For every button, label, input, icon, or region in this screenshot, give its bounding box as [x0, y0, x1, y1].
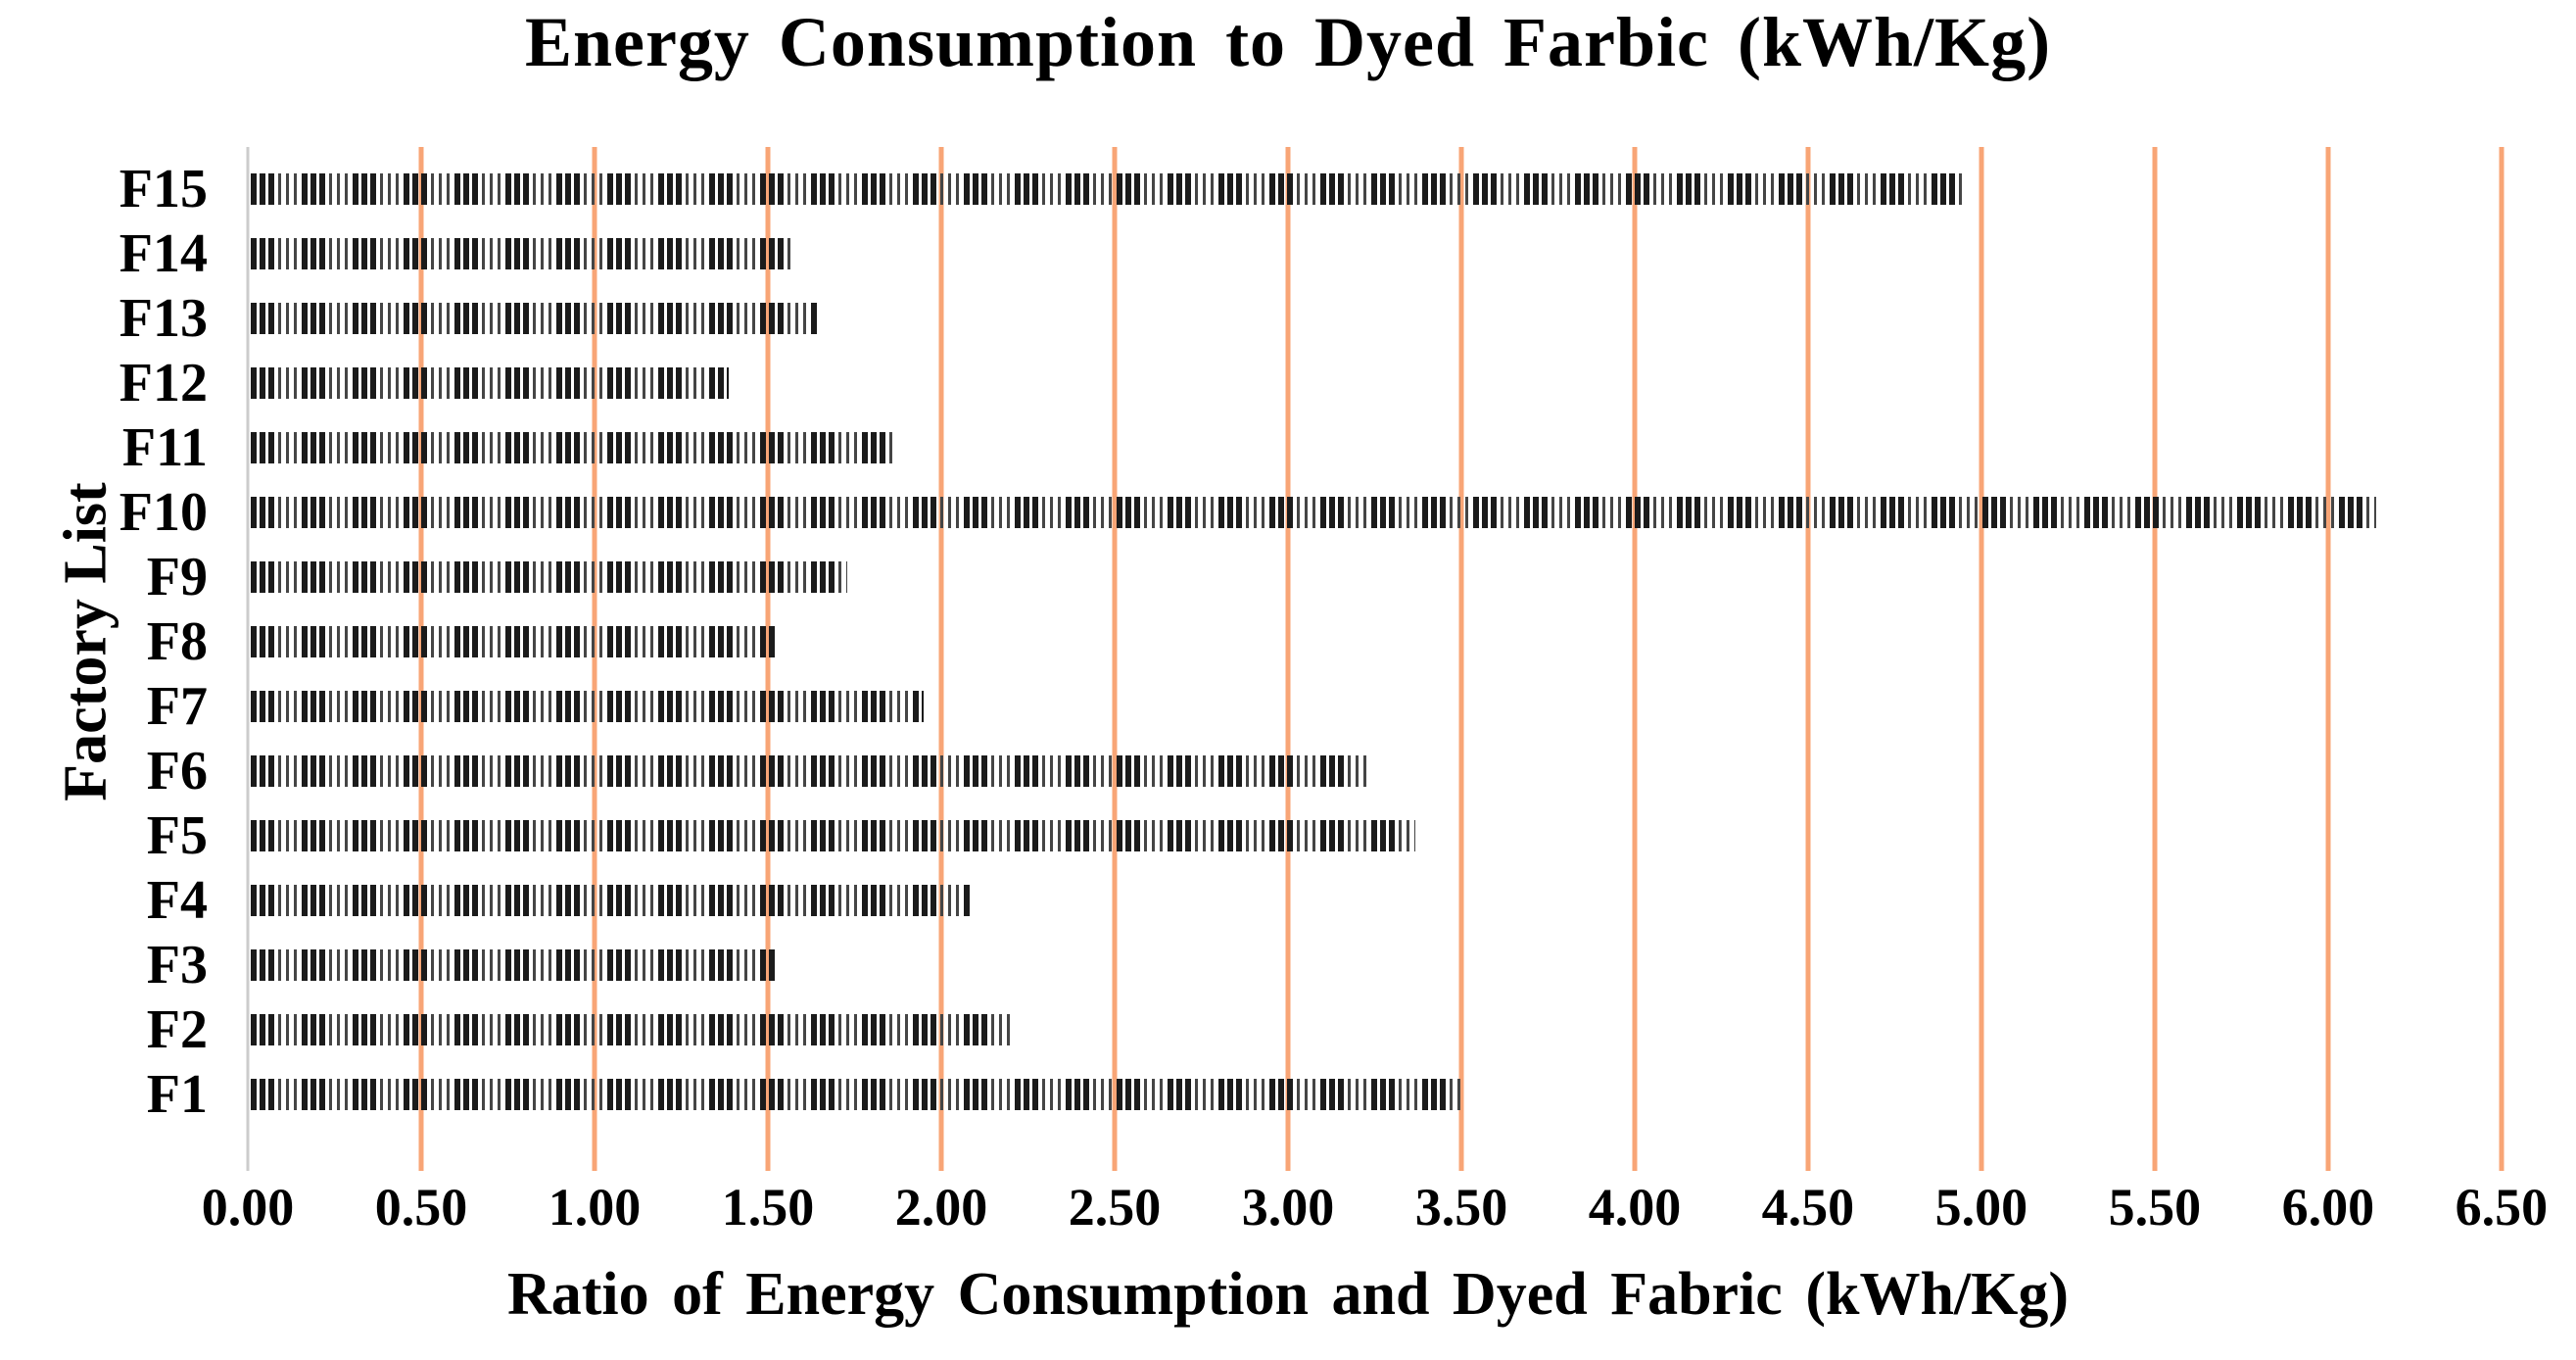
- y-tick-label-F12: F12: [119, 353, 208, 413]
- bar-F13: [251, 303, 820, 334]
- y-tick-label-F7: F7: [146, 676, 208, 737]
- gridline-2.50: [1112, 147, 1118, 1171]
- y-tick-label-F9: F9: [146, 547, 208, 607]
- y-tick-label-F6: F6: [146, 741, 208, 801]
- y-tick-label-F2: F2: [146, 999, 208, 1060]
- bar-F2: [251, 1014, 1011, 1045]
- x-tick-label-5.00: 5.00: [1934, 1178, 2028, 1237]
- bar-F8: [251, 626, 775, 657]
- bar-F5: [251, 820, 1416, 851]
- bar-F12: [251, 367, 730, 399]
- gridline-5.00: [1979, 147, 1984, 1171]
- chart-title: Energy Consumption to Dyed Farbic (kWh/K…: [524, 3, 2052, 81]
- bar-F4: [251, 885, 973, 916]
- bar-F6: [251, 755, 1371, 787]
- bars-container: [248, 147, 2553, 1137]
- x-tick-label-6.50: 6.50: [2455, 1178, 2549, 1237]
- bar-row-F1: [248, 1062, 2553, 1127]
- x-tick-label-2.00: 2.00: [894, 1178, 988, 1237]
- bar-F3: [251, 949, 775, 981]
- x-tick-label-1.50: 1.50: [721, 1178, 815, 1237]
- x-tick-label-4.50: 4.50: [1761, 1178, 1855, 1237]
- bar-row-F5: [248, 803, 2553, 868]
- bar-F1: [251, 1079, 1461, 1110]
- gridline-6.50: [2499, 147, 2504, 1171]
- gridline-2.00: [938, 147, 944, 1171]
- x-axis-tick-labels: 0.00 0.50 1.00 1.50 2.00 2.50 3.00 3.50 4.00 4.50…: [202, 1178, 2553, 1241]
- y-tick-label-F1: F1: [146, 1064, 208, 1125]
- y-tick-label-F8: F8: [146, 611, 208, 672]
- gridline-4.50: [1805, 147, 1811, 1171]
- gridline-1.00: [592, 147, 597, 1171]
- bar-row-F12: [248, 351, 2553, 415]
- bar-row-F7: [248, 674, 2553, 739]
- bar-row-F9: [248, 545, 2553, 609]
- gridline-1.50: [765, 147, 771, 1171]
- bar-F14: [251, 238, 792, 269]
- bar-row-F15: [248, 157, 2553, 221]
- y-tick-label-F14: F14: [119, 223, 208, 284]
- bar-F7: [251, 691, 924, 722]
- y-tick-label-F4: F4: [146, 870, 208, 931]
- bar-row-F11: [248, 415, 2553, 480]
- y-axis-line: [246, 147, 250, 1171]
- gridline-0.50: [418, 147, 424, 1171]
- x-tick-label-6.00: 6.00: [2281, 1178, 2375, 1237]
- x-tick-label-2.50: 2.50: [1068, 1178, 1162, 1237]
- gridline-5.50: [2152, 147, 2158, 1171]
- bar-F15: [251, 173, 1964, 205]
- x-tick-label-1.00: 1.00: [548, 1178, 642, 1237]
- bar-F9: [251, 561, 847, 593]
- y-tick-label-F15: F15: [119, 159, 208, 219]
- y-axis-tick-labels: F15 F14 F13 F12 F11 F10 F9 F8 F7 F6 F5 F4 F3 F2 F1: [0, 147, 208, 1137]
- gridline-4.00: [1632, 147, 1638, 1171]
- x-tick-label-3.50: 3.50: [1414, 1178, 1508, 1237]
- y-tick-label-F3: F3: [146, 935, 208, 996]
- y-tick-label-F11: F11: [121, 417, 208, 478]
- plot-area: [246, 147, 2553, 1171]
- x-tick-label-3.00: 3.00: [1241, 1178, 1335, 1237]
- bar-F11: [251, 432, 892, 463]
- bar-row-F6: [248, 739, 2553, 803]
- bar-F10: [251, 497, 2376, 528]
- x-tick-label-4.00: 4.00: [1588, 1178, 1682, 1237]
- bar-row-F14: [248, 221, 2553, 286]
- bar-row-F8: [248, 609, 2553, 674]
- gridline-3.50: [1458, 147, 1464, 1171]
- bar-row-F10: [248, 480, 2553, 545]
- y-tick-label-F5: F5: [146, 805, 208, 866]
- x-tick-label-0.00: 0.00: [201, 1178, 295, 1237]
- bar-row-F13: [248, 286, 2553, 351]
- bar-row-F4: [248, 868, 2553, 933]
- x-axis-title: Ratio of Energy Consumption and Dyed Fab…: [506, 1261, 2070, 1328]
- x-tick-label-5.50: 5.50: [2108, 1178, 2202, 1237]
- gridline-6.00: [2325, 147, 2331, 1171]
- bar-row-F2: [248, 997, 2553, 1062]
- bar-row-F3: [248, 933, 2553, 997]
- y-tick-label-F10: F10: [119, 482, 208, 543]
- y-tick-label-F13: F13: [119, 288, 208, 349]
- gridline-3.00: [1285, 147, 1291, 1171]
- x-tick-label-0.50: 0.50: [374, 1178, 468, 1237]
